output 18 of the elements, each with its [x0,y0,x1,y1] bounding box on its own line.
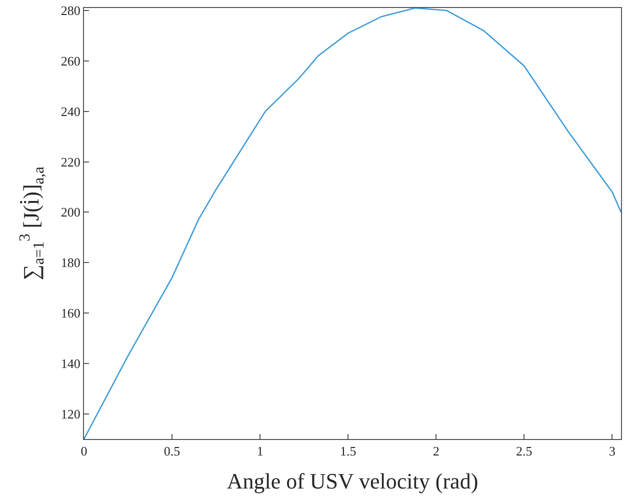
x-axis-title: Angle of USV velocity (rad) [226,468,478,494]
x-tick-label: 0.5 [164,444,180,459]
x-tick-label: 2.5 [516,444,532,459]
y-tick-label: 220 [60,154,80,170]
x-tick-label: 2 [432,444,440,459]
x-tick-label: 1 [256,444,264,459]
x-tick-label: 1.5 [340,444,356,459]
y-tick-label: 180 [60,255,80,270]
y-tick-label: 200 [60,204,80,220]
line-series [84,8,621,439]
y-tick-label: 260 [60,53,80,68]
x-tick-label: 3 [608,444,616,459]
y-tick-label: 280 [60,3,80,18]
y-tick-label: 160 [60,306,80,321]
y-tick-label: 240 [60,104,80,119]
y-tick-label: 140 [60,356,80,371]
y-tick-label: 120 [60,406,80,422]
x-tick-label: 0 [80,444,88,459]
